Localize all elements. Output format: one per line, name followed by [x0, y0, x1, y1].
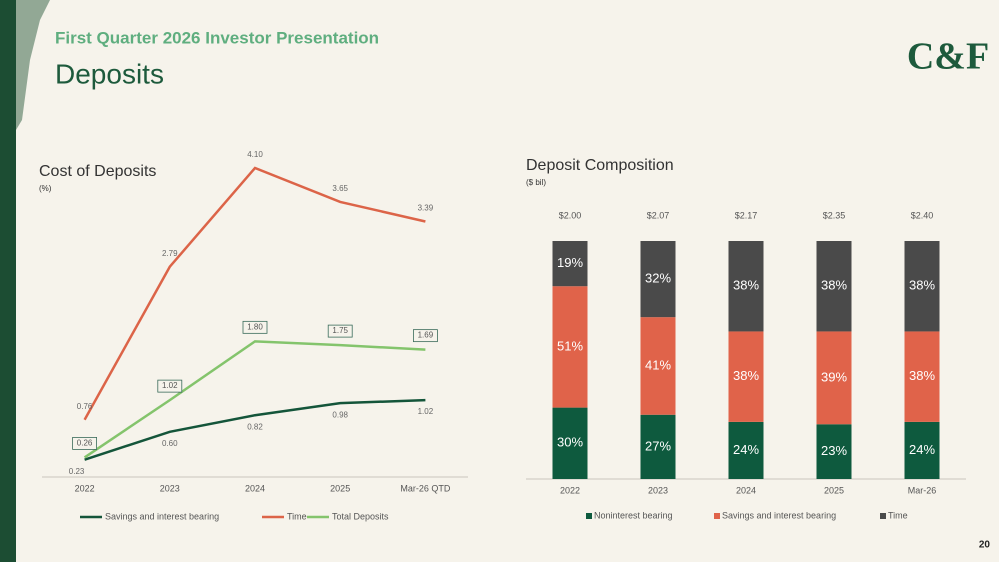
data-label: 1.02 — [418, 407, 434, 416]
data-label: 39% — [821, 369, 847, 384]
bar-segment — [552, 286, 588, 408]
legend-label: Total Deposits — [332, 511, 389, 521]
bar-segment — [728, 241, 764, 332]
total-label: $2.40 — [911, 210, 934, 220]
x-tick-label: 2025 — [330, 483, 350, 493]
label-box — [72, 437, 97, 450]
data-label: 38% — [821, 278, 847, 293]
chart-subtitle: ($ bil) — [526, 178, 546, 187]
legend-label: Noninterest bearing — [594, 510, 673, 520]
data-label: 1.02 — [162, 381, 178, 390]
line — [84, 398, 426, 461]
legend-swatch — [586, 513, 592, 519]
bar-segment — [552, 407, 588, 479]
data-label: 0.60 — [162, 439, 178, 448]
data-label: 0.82 — [247, 422, 263, 431]
x-tick-label: 2023 — [648, 485, 668, 495]
x-tick-label: Mar-26 QTD — [400, 483, 451, 493]
bar-segment — [816, 424, 852, 479]
data-label: 2.79 — [162, 249, 178, 258]
data-label: 38% — [733, 278, 759, 293]
logo: C&F — [907, 36, 989, 78]
slide-title: Deposits — [55, 58, 164, 89]
bar-segment — [552, 241, 588, 287]
data-label: 4.10 — [247, 150, 263, 159]
legend-label: Savings and interest bearing — [105, 511, 219, 521]
x-tick-label: 2023 — [160, 483, 180, 493]
legend-label: Savings and interest bearing — [722, 510, 836, 520]
data-label: 0.26 — [77, 439, 93, 448]
bar-segment — [640, 414, 676, 479]
line — [83, 340, 426, 459]
total-label: $2.17 — [735, 210, 758, 220]
bar-segment — [640, 241, 676, 318]
label-box — [327, 324, 353, 338]
bar-segment — [640, 317, 676, 415]
side-band — [0, 0, 16, 562]
x-tick-label: 2024 — [736, 485, 756, 495]
total-label: $2.35 — [823, 210, 846, 220]
x-tick-label: Mar-26 — [908, 485, 937, 495]
bar-segment — [728, 331, 764, 422]
bar-segment — [904, 421, 940, 479]
bar-segment — [816, 241, 852, 332]
chart-subtitle: (%) — [39, 184, 52, 193]
bar-segment — [904, 331, 940, 422]
x-tick-label: 2022 — [560, 485, 580, 495]
data-label: 38% — [909, 278, 935, 293]
data-label: 41% — [645, 357, 671, 372]
label-box — [412, 329, 438, 343]
total-label: $2.00 — [559, 210, 582, 220]
data-label: 0.23 — [69, 467, 85, 476]
label-box — [157, 379, 183, 393]
x-tick-label: 2025 — [824, 485, 844, 495]
data-label: 1.75 — [332, 326, 348, 335]
texture — [16, 0, 50, 130]
data-label: 38% — [909, 368, 935, 383]
page-number: 20 — [979, 540, 991, 551]
bar-segment — [904, 241, 940, 332]
data-label: 1.80 — [247, 322, 263, 331]
bar-segment — [816, 331, 852, 425]
data-label: 19% — [557, 255, 583, 270]
data-label: 3.39 — [418, 204, 434, 213]
data-label: 3.65 — [332, 184, 348, 193]
data-label: 27% — [645, 438, 671, 453]
legend-swatch — [880, 513, 886, 519]
data-label: 51% — [557, 338, 583, 353]
data-label: 24% — [733, 442, 759, 457]
label-box — [242, 320, 268, 334]
legend-swatch — [714, 513, 720, 519]
data-label: 38% — [733, 368, 759, 383]
data-label: 24% — [909, 442, 935, 457]
data-label: 23% — [821, 443, 847, 458]
legend-label: Time — [888, 510, 908, 520]
line — [83, 166, 426, 421]
data-label: 32% — [645, 271, 671, 286]
chart-title: Deposit Composition — [526, 157, 674, 174]
x-tick-label: 2022 — [75, 483, 95, 493]
x-tick-label: 2024 — [245, 483, 265, 493]
data-label: 30% — [557, 435, 583, 450]
chart-title: Cost of Deposits — [39, 163, 156, 180]
bar-segment — [728, 421, 764, 479]
legend-label: Time — [287, 511, 307, 521]
data-label: 0.98 — [332, 410, 348, 419]
total-label: $2.07 — [647, 210, 670, 220]
data-label: 1.69 — [418, 331, 434, 340]
presentation-subtitle: First Quarter 2026 Investor Presentation — [55, 28, 379, 47]
data-label: 0.76 — [77, 402, 93, 411]
